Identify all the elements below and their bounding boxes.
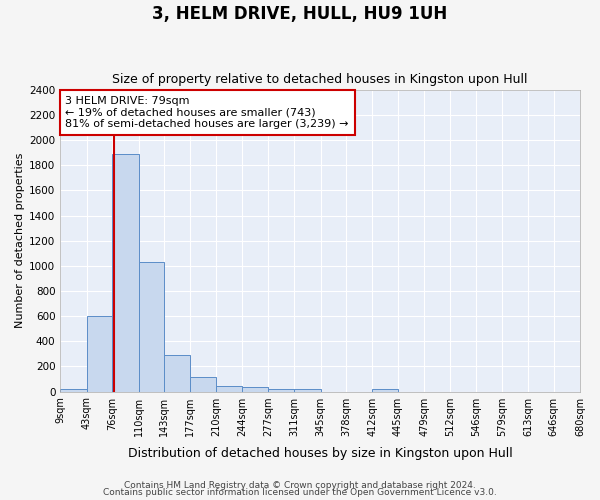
- Bar: [86, 316, 112, 392]
- Bar: [60, 389, 86, 392]
- Text: Contains HM Land Registry data © Crown copyright and database right 2024.: Contains HM Land Registry data © Crown c…: [124, 480, 476, 490]
- X-axis label: Distribution of detached houses by size in Kingston upon Hull: Distribution of detached houses by size …: [128, 447, 512, 460]
- Bar: [164, 355, 190, 392]
- Bar: [112, 154, 139, 392]
- Text: Contains public sector information licensed under the Open Government Licence v3: Contains public sector information licen…: [103, 488, 497, 497]
- Bar: [373, 389, 398, 392]
- Title: Size of property relative to detached houses in Kingston upon Hull: Size of property relative to detached ho…: [112, 73, 528, 86]
- Bar: [268, 389, 294, 392]
- Bar: [242, 387, 268, 392]
- Text: 3, HELM DRIVE, HULL, HU9 1UH: 3, HELM DRIVE, HULL, HU9 1UH: [152, 5, 448, 23]
- Text: 3 HELM DRIVE: 79sqm
← 19% of detached houses are smaller (743)
81% of semi-detac: 3 HELM DRIVE: 79sqm ← 19% of detached ho…: [65, 96, 349, 129]
- Bar: [216, 386, 242, 392]
- Bar: [294, 389, 320, 392]
- Y-axis label: Number of detached properties: Number of detached properties: [15, 153, 25, 328]
- Bar: [190, 377, 216, 392]
- Bar: [139, 262, 164, 392]
